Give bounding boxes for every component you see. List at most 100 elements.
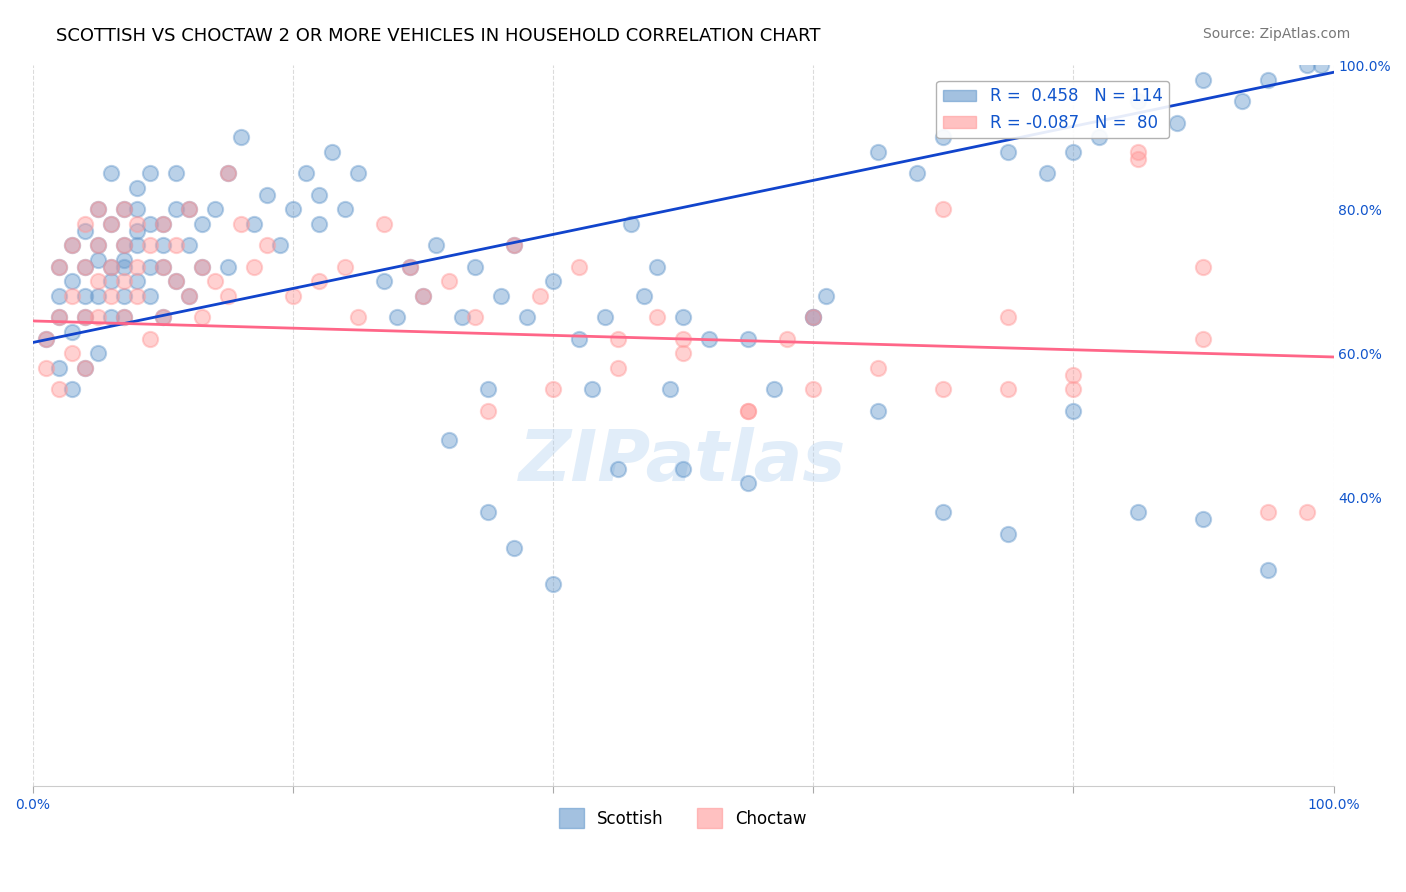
- Point: [1192, 260, 1215, 274]
- Point: [1062, 145, 1084, 159]
- Point: [541, 383, 564, 397]
- Point: [112, 310, 135, 325]
- Point: [125, 224, 148, 238]
- Point: [801, 383, 824, 397]
- Point: [607, 332, 630, 346]
- Point: [217, 289, 239, 303]
- Point: [398, 260, 420, 274]
- Point: [607, 461, 630, 475]
- Point: [868, 360, 890, 375]
- Point: [125, 289, 148, 303]
- Point: [333, 202, 356, 217]
- Point: [100, 289, 122, 303]
- Point: [112, 289, 135, 303]
- Point: [425, 238, 447, 252]
- Point: [138, 289, 160, 303]
- Point: [86, 238, 108, 252]
- Point: [112, 252, 135, 267]
- Point: [34, 332, 56, 346]
- Point: [1062, 383, 1084, 397]
- Point: [100, 217, 122, 231]
- Point: [165, 238, 187, 252]
- Point: [541, 274, 564, 288]
- Point: [217, 166, 239, 180]
- Point: [165, 166, 187, 180]
- Point: [60, 346, 83, 360]
- Point: [568, 260, 591, 274]
- Point: [112, 238, 135, 252]
- Point: [593, 310, 616, 325]
- Point: [346, 310, 368, 325]
- Point: [464, 310, 486, 325]
- Point: [60, 238, 83, 252]
- Point: [672, 332, 695, 346]
- Point: [190, 310, 212, 325]
- Point: [48, 260, 70, 274]
- Point: [100, 310, 122, 325]
- Point: [112, 202, 135, 217]
- Point: [568, 332, 591, 346]
- Point: [529, 289, 551, 303]
- Point: [152, 217, 174, 231]
- Point: [152, 260, 174, 274]
- Point: [932, 202, 955, 217]
- Point: [373, 217, 395, 231]
- Point: [294, 166, 316, 180]
- Point: [190, 217, 212, 231]
- Point: [100, 260, 122, 274]
- Point: [1062, 368, 1084, 382]
- Point: [932, 505, 955, 519]
- Point: [165, 274, 187, 288]
- Point: [112, 310, 135, 325]
- Point: [321, 145, 343, 159]
- Point: [73, 217, 96, 231]
- Point: [1128, 94, 1150, 108]
- Point: [86, 274, 108, 288]
- Point: [34, 332, 56, 346]
- Point: [932, 383, 955, 397]
- Point: [100, 166, 122, 180]
- Point: [645, 310, 668, 325]
- Point: [48, 289, 70, 303]
- Point: [73, 360, 96, 375]
- Point: [86, 289, 108, 303]
- Point: [1088, 130, 1111, 145]
- Point: [125, 274, 148, 288]
- Point: [60, 289, 83, 303]
- Point: [217, 166, 239, 180]
- Point: [1062, 404, 1084, 418]
- Point: [997, 145, 1019, 159]
- Point: [620, 217, 643, 231]
- Point: [204, 202, 226, 217]
- Point: [502, 238, 524, 252]
- Point: [73, 260, 96, 274]
- Point: [60, 325, 83, 339]
- Point: [152, 238, 174, 252]
- Point: [308, 187, 330, 202]
- Point: [229, 217, 252, 231]
- Point: [48, 310, 70, 325]
- Point: [152, 310, 174, 325]
- Point: [112, 238, 135, 252]
- Point: [100, 260, 122, 274]
- Point: [152, 217, 174, 231]
- Point: [477, 383, 499, 397]
- Point: [1128, 152, 1150, 166]
- Point: [217, 260, 239, 274]
- Point: [125, 238, 148, 252]
- Point: [437, 433, 460, 447]
- Point: [86, 252, 108, 267]
- Point: [73, 224, 96, 238]
- Point: [801, 310, 824, 325]
- Point: [73, 260, 96, 274]
- Point: [242, 260, 264, 274]
- Point: [242, 217, 264, 231]
- Point: [138, 238, 160, 252]
- Point: [868, 145, 890, 159]
- Point: [1128, 505, 1150, 519]
- Point: [138, 166, 160, 180]
- Point: [346, 166, 368, 180]
- Point: [125, 180, 148, 194]
- Text: SCOTTISH VS CHOCTAW 2 OR MORE VEHICLES IN HOUSEHOLD CORRELATION CHART: SCOTTISH VS CHOCTAW 2 OR MORE VEHICLES I…: [56, 27, 821, 45]
- Point: [177, 289, 200, 303]
